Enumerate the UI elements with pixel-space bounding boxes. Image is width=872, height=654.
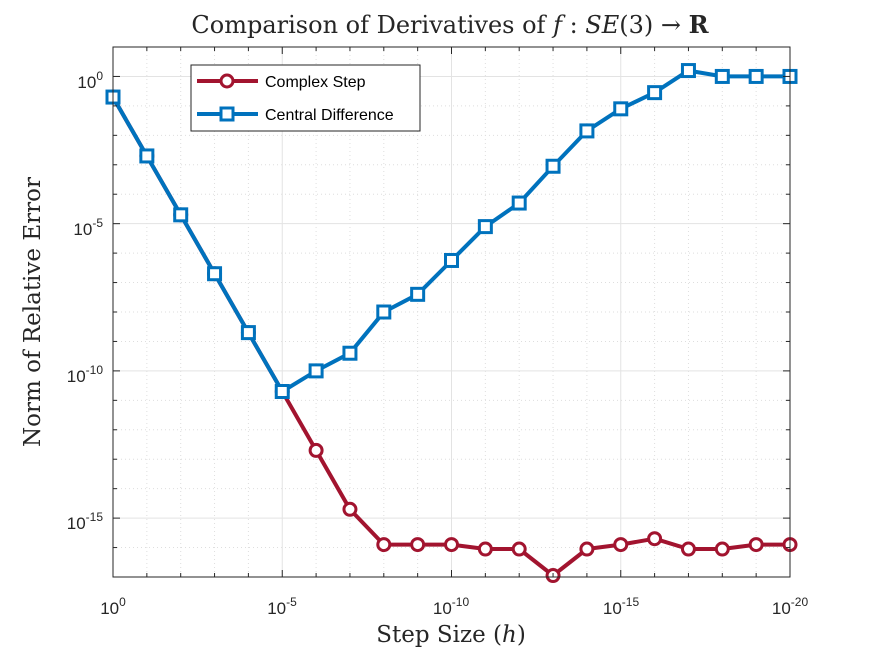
y-tick-label: 100 bbox=[77, 69, 103, 92]
x-tick-label: 10-20 bbox=[772, 595, 809, 618]
data-point-central-difference bbox=[308, 363, 324, 379]
chart-title: Comparison of Derivatives of f : SE(3) →… bbox=[191, 10, 709, 39]
y-tick-label: 10-10 bbox=[67, 363, 104, 386]
data-point-central-difference bbox=[680, 63, 696, 79]
data-point-complex-step bbox=[613, 537, 629, 553]
legend: Complex Step Central Difference bbox=[190, 64, 421, 132]
data-point-central-difference bbox=[613, 101, 629, 117]
data-point-complex-step bbox=[714, 541, 730, 557]
data-point-central-difference bbox=[342, 345, 358, 361]
legend-label-complex-step: Complex Step bbox=[265, 74, 366, 91]
data-point-central-difference bbox=[173, 207, 189, 223]
data-point-central-difference bbox=[274, 384, 290, 399]
data-point-central-difference bbox=[139, 148, 155, 164]
data-point-central-difference bbox=[477, 219, 493, 235]
y-tick-label: 10-15 bbox=[67, 510, 104, 533]
x-axis-label: Step Size (h) bbox=[376, 622, 526, 648]
data-point-complex-step bbox=[376, 537, 392, 553]
data-point-complex-step bbox=[410, 537, 426, 553]
data-point-central-difference bbox=[511, 195, 527, 211]
axis-ticks bbox=[112, 47, 791, 577]
data-point-complex-step bbox=[680, 541, 696, 557]
data-point-central-difference bbox=[240, 325, 256, 341]
data-point-complex-step bbox=[748, 537, 764, 553]
y-axis-label: Norm of Relative Error bbox=[20, 177, 46, 447]
data-point-central-difference bbox=[647, 85, 663, 101]
x-tick-labels: 100 10-5 10-10 10-15 10-20 bbox=[100, 595, 808, 618]
data-point-complex-step bbox=[511, 541, 527, 557]
x-tick-label: 10-15 bbox=[603, 595, 640, 618]
data-point-central-difference bbox=[714, 68, 730, 84]
legend-marker-central-difference bbox=[219, 106, 235, 122]
data-point-central-difference bbox=[410, 286, 426, 302]
x-tick-label: 10-10 bbox=[433, 595, 470, 618]
data-point-complex-step bbox=[647, 531, 663, 547]
data-point-central-difference bbox=[444, 252, 459, 268]
data-point-central-difference bbox=[376, 304, 392, 320]
y-tick-labels: 100 10-5 10-10 10-15 bbox=[67, 69, 104, 533]
x-tick-label: 100 bbox=[100, 595, 126, 618]
data-point-central-difference bbox=[579, 123, 595, 139]
data-point-complex-step bbox=[444, 537, 459, 553]
legend-label-central-difference: Central Difference bbox=[265, 107, 394, 124]
x-tick-label: 10-5 bbox=[267, 595, 297, 618]
y-tick-label: 10-5 bbox=[73, 216, 103, 239]
data-point-complex-step bbox=[342, 501, 358, 517]
legend-marker-complex-step bbox=[219, 73, 235, 89]
data-point-complex-step bbox=[477, 541, 493, 557]
data-point-complex-step bbox=[308, 442, 324, 458]
series-layer bbox=[105, 63, 798, 584]
data-point-complex-step bbox=[579, 541, 595, 557]
data-point-central-difference bbox=[207, 266, 223, 282]
data-point-central-difference bbox=[545, 158, 561, 174]
data-point-central-difference bbox=[748, 68, 764, 84]
